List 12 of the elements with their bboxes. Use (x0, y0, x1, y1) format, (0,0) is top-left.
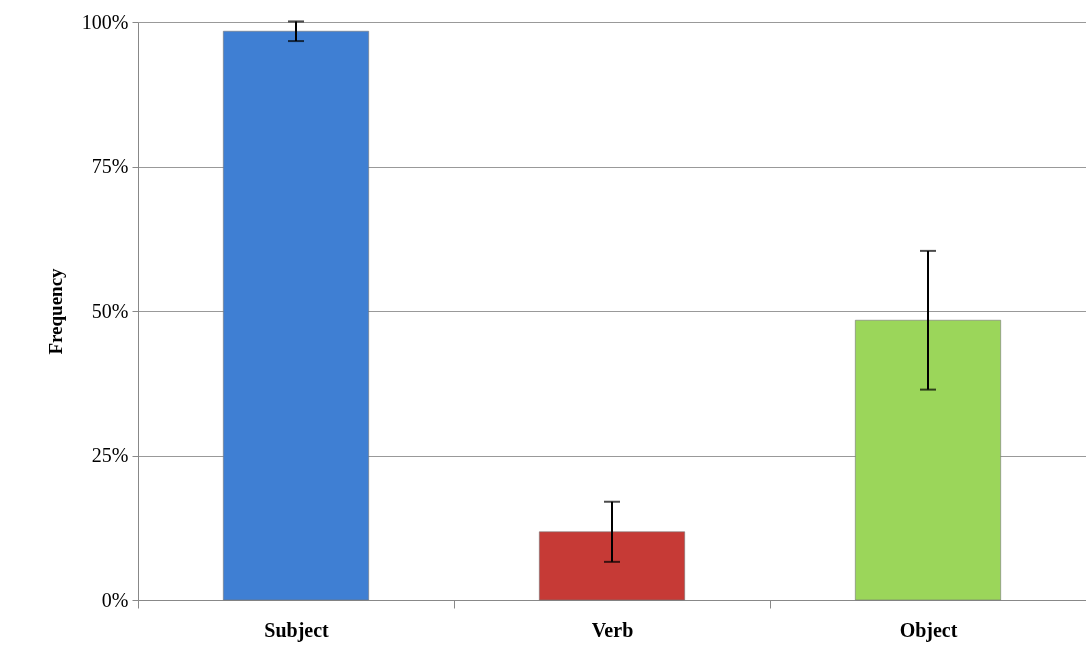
y-tick-label: 0% (101, 588, 129, 611)
bar (855, 319, 1001, 601)
bar (539, 531, 685, 601)
x-tick-label: Object (899, 618, 958, 642)
x-tick-label: Subject (264, 618, 330, 642)
y-tick-label: 75% (91, 155, 129, 177)
y-tick-label: 100% (81, 10, 129, 33)
y-tick-label: 50% (91, 299, 129, 322)
x-tick-label: Verb (591, 618, 634, 641)
y-axis-title: Frequency (44, 267, 66, 355)
y-tick-label: 25% (91, 444, 129, 466)
bar (223, 30, 369, 601)
